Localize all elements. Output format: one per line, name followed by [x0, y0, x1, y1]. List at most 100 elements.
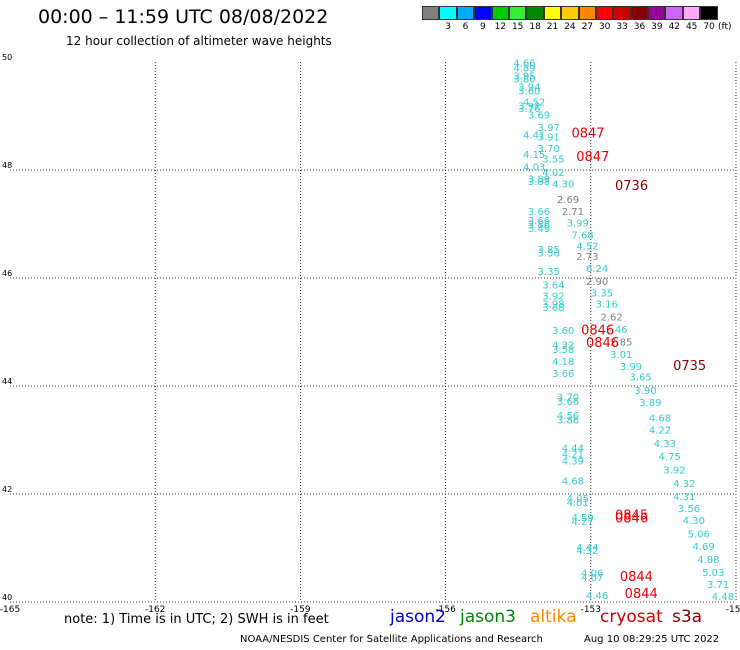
legend-swatch [456, 6, 475, 20]
swh-value-label: 3.66 [552, 369, 574, 380]
legend-swatch [474, 6, 492, 20]
legend-tick-label: 15 [511, 22, 524, 32]
legend-swatch [543, 6, 562, 20]
x-tick-label: -165 [0, 605, 20, 615]
satellite-label-jason2: jason2 [390, 607, 446, 627]
satellite-label-cryosat: cryosat [600, 607, 663, 627]
legend-tick-label: 30 [598, 22, 611, 32]
legend-swatch [561, 6, 579, 20]
swh-value-label: 4.18 [552, 357, 574, 368]
swh-value-label: 4.32 [552, 341, 574, 352]
time-label: 0735 [673, 359, 706, 374]
swh-value-label: 2.62 [600, 313, 622, 324]
y-tick-label: 48 [2, 161, 12, 170]
swh-value-label: 3.49 [528, 224, 550, 235]
swh-value-label: 3.66 [557, 397, 579, 408]
swh-value-label: 3.64 [542, 280, 564, 291]
swh-value-label: 3.68 [542, 303, 564, 314]
swh-value-label: 4.27 [571, 517, 593, 528]
swh-value-label: 3.70 [538, 144, 560, 155]
color-scale-unit: (ft) [718, 22, 732, 32]
y-tick-label: 50 [2, 53, 12, 62]
swh-value-label: 2.85 [610, 338, 632, 349]
time-label: 0844 [625, 587, 658, 602]
x-tick-label: -150 [726, 605, 740, 615]
legend-tick-label: 42 [668, 22, 681, 32]
legend-tick-label: 27 [581, 22, 594, 32]
swh-value-label: 3.55 [542, 154, 564, 165]
legend-tick-label: 6 [462, 22, 469, 32]
time-label: 0847 [571, 127, 604, 142]
swh-value-label: 3.92 [518, 102, 540, 113]
swh-value-label: 4.46 [586, 591, 608, 602]
chart-title: 00:00 – 11:59 UTC 08/08/2022 [38, 6, 329, 28]
swh-value-label: 3.35 [591, 288, 613, 299]
swh-value-label: 2.69 [557, 195, 579, 206]
legend-swatch [439, 6, 457, 20]
swh-value-label: 3.35 [538, 267, 560, 278]
swh-value-label: 4.41 [523, 131, 545, 142]
swh-value-label: 3.98 [542, 300, 564, 311]
legend-swatch [526, 6, 544, 20]
legend-swatch [682, 6, 701, 20]
legend-tick-label: 3 [445, 22, 451, 32]
swh-value-label: 3.97 [538, 123, 560, 134]
swh-value-label: 3.95 [513, 71, 535, 82]
satellite-label-jason3: jason3 [460, 607, 516, 627]
legend-tick-label: 21 [546, 22, 559, 32]
footer-note: note: 1) Time is in UTC; 2) SWH is in fe… [64, 612, 329, 627]
swh-value-label: 4.88 [697, 555, 719, 566]
swh-value-label: 2.71 [562, 207, 584, 218]
time-label: 0844 [620, 570, 653, 585]
swh-value-label: 4.22 [649, 426, 671, 437]
swh-value-label: 4.52 [576, 241, 598, 252]
swh-value-label: 4.01 [567, 498, 589, 509]
swh-value-label: 4.89 [513, 64, 535, 75]
legend-swatch [578, 6, 596, 20]
legend-swatch [613, 6, 631, 20]
legend-swatch [648, 6, 666, 20]
legend-swatch [508, 6, 527, 20]
swh-value-label: 3.99 [620, 362, 642, 373]
swh-value-label: 3.70 [557, 393, 579, 404]
swh-value-label: 4.06 [581, 569, 603, 580]
legend-tick-label: 70 [703, 22, 715, 32]
legend-tick-label: 33 [616, 22, 628, 32]
swh-value-label: 3.80 [513, 75, 535, 86]
swh-value-label: 2.73 [576, 252, 598, 263]
swh-value-label: 3.86 [528, 220, 550, 231]
swh-value-label: 3.60 [518, 86, 540, 97]
swh-value-label: 4.56 [557, 411, 579, 422]
time-label: 0846 [615, 512, 648, 527]
y-tick-label: 46 [2, 269, 12, 278]
swh-value-label: 4.68 [562, 476, 584, 487]
swh-value-label: 6.24 [586, 264, 608, 275]
legend-swatch [491, 6, 509, 20]
x-tick-label: -156 [435, 605, 456, 615]
swh-value-label: 4.07 [581, 573, 603, 584]
swh-value-label: 3.66 [528, 207, 550, 218]
x-tick-label: -153 [581, 605, 601, 615]
swh-value-label: 3.85 [538, 245, 560, 256]
legend-swatch [700, 6, 718, 20]
y-tick-label: 44 [2, 377, 12, 386]
swh-value-label: 3.86 [557, 415, 579, 426]
satellite-label-altika: altika [530, 607, 577, 627]
swh-value-label: 4.44 [576, 543, 598, 554]
swh-value-label: 4.33 [654, 439, 676, 450]
time-label: 0846 [586, 336, 619, 351]
swh-value-label: 5.06 [688, 530, 710, 541]
color-scale-legend [422, 6, 718, 20]
footer-credit: NOAA/NESDIS Center for Satellite Applica… [240, 634, 543, 645]
swh-value-label: 7.68 [571, 231, 593, 242]
swh-value-label: 4.21 [562, 449, 584, 460]
swh-value-label: 4.05 [567, 494, 589, 505]
swh-value-label: 4.30 [552, 179, 574, 190]
x-tick-label: -159 [290, 605, 311, 615]
swh-value-label: 3.58 [552, 345, 574, 356]
swh-value-label: 3.88 [528, 177, 550, 188]
swh-value-label: 3.89 [639, 398, 661, 409]
swh-value-label: 4.31 [673, 492, 695, 503]
